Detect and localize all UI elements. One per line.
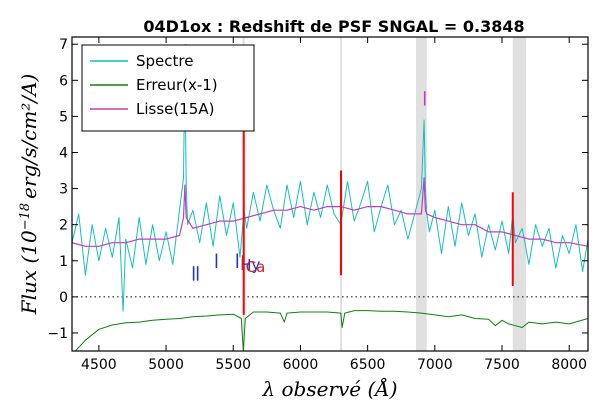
x-axis-ticks: 4500 5000 5500 6000 6500 7000 7500 8000 bbox=[81, 37, 587, 373]
legend: Spectre Erreur(x-1) Lisse(15A) bbox=[81, 44, 255, 132]
legend-box bbox=[81, 44, 255, 132]
y-axis-label-prefix: Flux (10 bbox=[17, 230, 41, 315]
y-tick-label-6: 5 bbox=[59, 109, 68, 125]
chart-title: 04D1ox : Redshift de PSF SNGAL = 0.3848 bbox=[143, 17, 524, 36]
x-tick-label-3: 6000 bbox=[283, 357, 319, 373]
shaded-band-2 bbox=[416, 37, 427, 351]
x-tick-label-4: 6500 bbox=[350, 357, 386, 373]
shaded-band-3 bbox=[512, 37, 527, 351]
series-line-2 bbox=[72, 177, 588, 247]
y-axis-label-exponent: −18 bbox=[18, 203, 33, 230]
x-tick-label-0: 4500 bbox=[81, 357, 117, 373]
x-tick-label-2: 5500 bbox=[215, 357, 251, 373]
y-tick-label-7: 6 bbox=[59, 73, 68, 89]
y-tick-label-8: 7 bbox=[59, 37, 68, 53]
line-marker-label-6: Ca bbox=[246, 258, 266, 276]
line-marker-label-5: Hy bbox=[240, 256, 260, 274]
y-tick-label-0: −1 bbox=[47, 326, 68, 342]
x-tick-label-6: 7500 bbox=[484, 357, 520, 373]
y-tick-label-4: 3 bbox=[59, 182, 68, 198]
legend-label-0: Spectre bbox=[136, 52, 193, 70]
x-tick-label-1: 5000 bbox=[148, 357, 184, 373]
y-axis-label: Flux (10−18 erg/s/cm²/A) bbox=[17, 74, 41, 316]
y-tick-label-1: 0 bbox=[59, 290, 68, 306]
legend-label-2: Lisse(15A) bbox=[136, 100, 214, 118]
y-axis-ticks: −1 0 1 2 3 4 5 6 7 bbox=[47, 37, 588, 342]
series-line-0 bbox=[72, 65, 588, 312]
y-tick-label-5: 4 bbox=[59, 145, 68, 161]
legend-label-1: Erreur(x-1) bbox=[136, 76, 218, 94]
plot-frame bbox=[71, 36, 589, 352]
series-line-1 bbox=[74, 310, 588, 351]
y-tick-label-3: 2 bbox=[59, 218, 68, 234]
y-axis-label-suffix: erg/s/cm²/A) bbox=[17, 74, 41, 199]
x-tick-label-5: 7000 bbox=[417, 357, 453, 373]
y-tick-label-2: 1 bbox=[59, 254, 68, 270]
x-tick-label-7: 8000 bbox=[551, 357, 587, 373]
x-axis-label: λ observé (Å) bbox=[261, 376, 397, 400]
